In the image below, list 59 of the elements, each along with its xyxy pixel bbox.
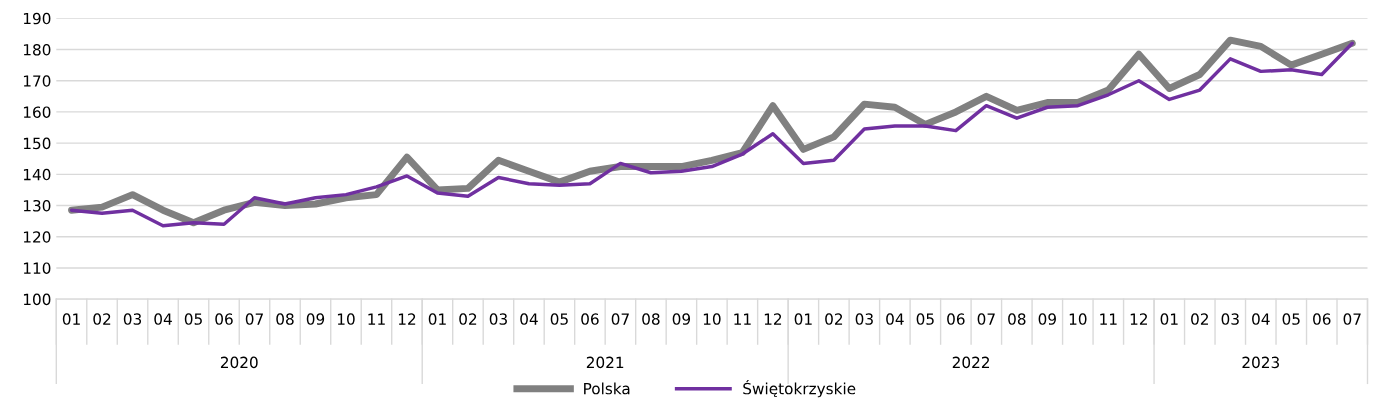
x-tick-label: 05 bbox=[1282, 313, 1300, 325]
x-tick-label: 07 bbox=[245, 313, 263, 325]
x-tick-label: 01 bbox=[428, 313, 446, 325]
text: 2020 bbox=[220, 356, 258, 369]
x-tick-label: 02 bbox=[825, 313, 843, 325]
text: 2021 bbox=[586, 356, 624, 369]
y-tick-label: 100 bbox=[23, 293, 51, 306]
y-tick-label: 180 bbox=[23, 43, 51, 56]
x-tick-label: 06 bbox=[581, 313, 599, 325]
x-tick-label: 04 bbox=[886, 313, 904, 325]
x-tick-label: 06 bbox=[215, 313, 233, 325]
x-tick-label: 07 bbox=[1343, 313, 1361, 325]
x-tick-label: 07 bbox=[611, 313, 629, 325]
x-tick-label: 04 bbox=[520, 313, 538, 325]
x-tick-label: 05 bbox=[550, 313, 568, 325]
x-tick-label: 12 bbox=[398, 313, 416, 325]
x-tick-label: 03 bbox=[489, 313, 507, 325]
x-tick-label: 09 bbox=[306, 313, 325, 325]
x-tick-label: 06 bbox=[1313, 313, 1331, 325]
y-tick-label: 140 bbox=[23, 168, 51, 181]
x-tick-label: 07 bbox=[977, 313, 995, 325]
legend-label: Świętokrzyskie bbox=[743, 380, 856, 398]
x-tick-label: 08 bbox=[642, 313, 660, 325]
x-tick-label: 10 bbox=[337, 313, 355, 325]
text: 2023 bbox=[1242, 356, 1279, 369]
x-tick-label: 06 bbox=[947, 313, 965, 325]
x-tick-label: 05 bbox=[916, 313, 934, 325]
x-tick-label: 12 bbox=[764, 313, 782, 325]
x-tick-label: 10 bbox=[703, 313, 721, 325]
x-tick-label: 12 bbox=[1130, 313, 1147, 325]
x-tick-label: 04 bbox=[1252, 313, 1270, 325]
x-tick-label: 02 bbox=[459, 313, 477, 325]
y-tick-label: 170 bbox=[23, 75, 51, 87]
x-tick-label: 03 bbox=[1221, 313, 1239, 325]
text: 2022 bbox=[952, 356, 989, 369]
y-tick-label: 110 bbox=[23, 262, 51, 274]
x-tick-label: 03 bbox=[855, 313, 873, 325]
x-tick-label: 02 bbox=[1191, 313, 1208, 325]
x-tick-label: 01 bbox=[794, 313, 812, 325]
x-tick-label: 09 bbox=[672, 313, 691, 325]
x-tick-label: 11 bbox=[1100, 313, 1117, 325]
x-tick-label: 03 bbox=[123, 313, 142, 325]
x-tick-label: 11 bbox=[368, 313, 385, 325]
legend-label: Polska bbox=[584, 382, 630, 395]
x-tick-label: 11 bbox=[734, 313, 751, 325]
y-tick-label: 120 bbox=[23, 231, 51, 243]
x-tick-label: 01 bbox=[62, 313, 80, 325]
y-tick-label: 160 bbox=[23, 106, 51, 118]
x-tick-label: 08 bbox=[276, 313, 294, 325]
x-tick-label: 05 bbox=[184, 313, 202, 325]
y-tick-label: 190 bbox=[23, 12, 51, 25]
x-tick-label: 09 bbox=[1038, 313, 1056, 325]
x-tick-label: 01 bbox=[1160, 313, 1178, 325]
x-tick-label: 02 bbox=[93, 313, 111, 325]
y-tick-label: 150 bbox=[23, 137, 51, 150]
x-tick-label: 10 bbox=[1069, 313, 1087, 325]
y-tick-label: 130 bbox=[23, 200, 51, 212]
x-tick-label: 08 bbox=[1008, 313, 1026, 325]
x-tick-label: 04 bbox=[154, 313, 172, 325]
